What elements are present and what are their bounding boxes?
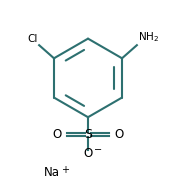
- Text: O: O: [114, 128, 123, 141]
- Text: −: −: [94, 145, 102, 155]
- Text: O: O: [83, 146, 93, 160]
- Text: Na: Na: [44, 166, 60, 179]
- Text: Cl: Cl: [27, 34, 38, 44]
- Text: S: S: [84, 128, 92, 141]
- Text: NH$_2$: NH$_2$: [138, 31, 159, 44]
- Text: O: O: [53, 128, 62, 141]
- Text: +: +: [61, 165, 70, 175]
